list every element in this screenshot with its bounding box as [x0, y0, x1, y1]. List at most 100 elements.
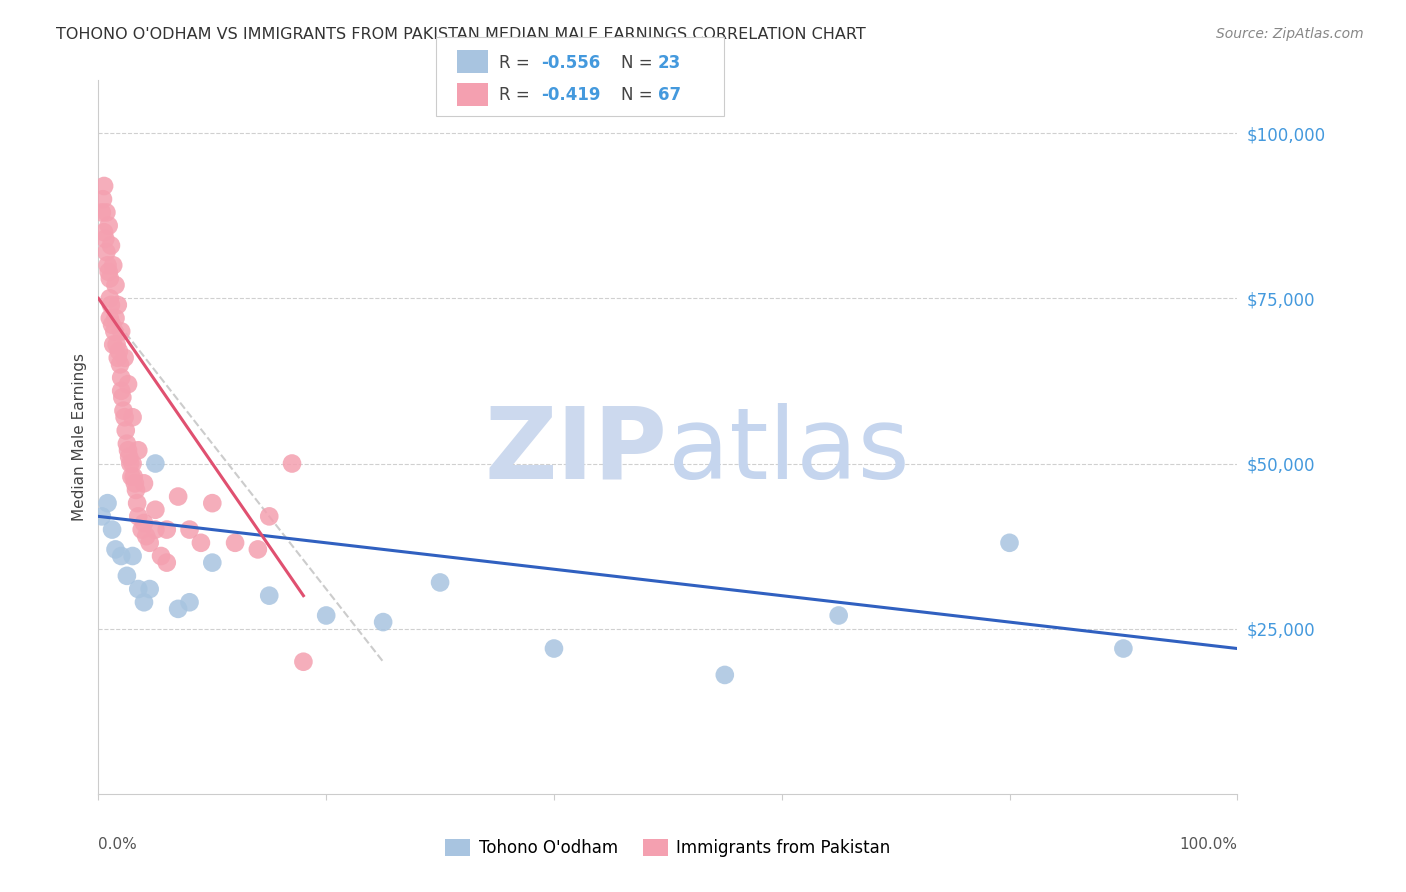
Point — [138, 582, 160, 596]
Legend: Tohono O'odham, Immigrants from Pakistan: Tohono O'odham, Immigrants from Pakistan — [439, 832, 897, 864]
Point — [127, 509, 149, 524]
Point — [111, 391, 134, 405]
Point — [828, 608, 851, 623]
Point — [132, 476, 155, 491]
Point — [179, 595, 201, 609]
Point — [117, 443, 139, 458]
Point — [100, 298, 122, 312]
Point — [98, 311, 121, 326]
Point — [117, 377, 139, 392]
Point — [93, 179, 115, 194]
Point — [315, 608, 337, 623]
Point — [114, 410, 136, 425]
Point — [121, 457, 143, 471]
Point — [120, 469, 142, 483]
Point — [1112, 641, 1135, 656]
Point — [96, 245, 118, 260]
Text: atlas: atlas — [668, 403, 910, 500]
Point — [98, 271, 121, 285]
Point — [118, 450, 141, 464]
Point — [98, 291, 121, 305]
Point — [96, 258, 118, 272]
Point — [145, 457, 167, 471]
Point — [114, 351, 136, 365]
Point — [103, 324, 125, 338]
Text: N =: N = — [621, 54, 658, 71]
Point — [292, 655, 315, 669]
Point — [103, 258, 125, 272]
Point — [371, 615, 394, 629]
Point — [281, 457, 304, 471]
Point — [97, 219, 120, 233]
Point — [125, 483, 148, 497]
Point — [124, 476, 146, 491]
Point — [156, 523, 179, 537]
Text: ZIP: ZIP — [485, 403, 668, 500]
Point — [998, 536, 1021, 550]
Point — [94, 232, 117, 246]
Point — [108, 344, 131, 359]
Point — [131, 523, 153, 537]
Point — [110, 384, 132, 398]
Point — [115, 569, 138, 583]
Point — [122, 469, 145, 483]
Point — [714, 668, 737, 682]
Point — [127, 443, 149, 458]
Point — [127, 582, 149, 596]
Point — [224, 536, 246, 550]
Point — [110, 370, 132, 384]
Point — [90, 205, 112, 219]
Point — [201, 496, 224, 510]
Point — [132, 595, 155, 609]
Point — [108, 358, 131, 372]
Point — [107, 298, 129, 312]
Point — [246, 542, 269, 557]
Point — [91, 192, 114, 206]
Point — [138, 536, 160, 550]
Text: R =: R = — [499, 86, 536, 103]
Text: -0.419: -0.419 — [541, 86, 600, 103]
Point — [156, 556, 179, 570]
Point — [543, 641, 565, 656]
Point — [110, 324, 132, 338]
Point — [120, 457, 142, 471]
Point — [93, 225, 115, 239]
Point — [112, 403, 135, 417]
Point — [103, 337, 125, 351]
Point — [105, 337, 128, 351]
Point — [201, 556, 224, 570]
Point — [115, 436, 138, 450]
Text: 67: 67 — [658, 86, 681, 103]
Point — [104, 311, 127, 326]
Y-axis label: Median Male Earnings: Median Male Earnings — [72, 353, 87, 521]
Point — [259, 589, 281, 603]
Point — [101, 318, 124, 332]
Point — [121, 410, 143, 425]
Point — [97, 265, 120, 279]
Point — [107, 351, 129, 365]
Point — [96, 496, 118, 510]
Point — [135, 529, 157, 543]
Point — [145, 502, 167, 516]
Point — [259, 509, 281, 524]
Point — [114, 424, 136, 438]
Point — [100, 238, 122, 252]
Point — [101, 523, 124, 537]
Point — [90, 509, 112, 524]
Text: -0.556: -0.556 — [541, 54, 600, 71]
Point — [167, 602, 190, 616]
Point — [190, 536, 212, 550]
Point — [104, 542, 127, 557]
Text: N =: N = — [621, 86, 658, 103]
Text: 23: 23 — [658, 54, 682, 71]
Point — [179, 523, 201, 537]
Text: TOHONO O'ODHAM VS IMMIGRANTS FROM PAKISTAN MEDIAN MALE EARNINGS CORRELATION CHAR: TOHONO O'ODHAM VS IMMIGRANTS FROM PAKIST… — [56, 27, 866, 42]
Point — [150, 549, 173, 563]
Point — [127, 496, 149, 510]
Text: R =: R = — [499, 54, 536, 71]
Text: 0.0%: 0.0% — [98, 837, 138, 852]
Point — [96, 205, 118, 219]
Point — [121, 549, 143, 563]
Text: Source: ZipAtlas.com: Source: ZipAtlas.com — [1216, 27, 1364, 41]
Point — [167, 490, 190, 504]
